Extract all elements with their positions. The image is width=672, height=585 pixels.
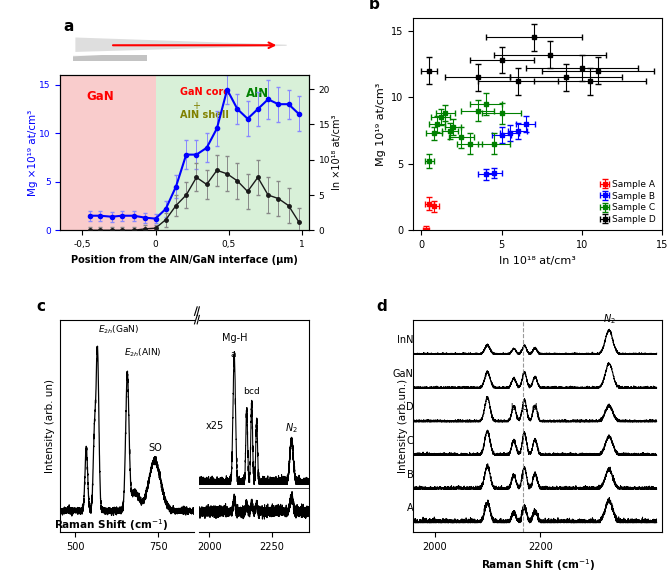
Legend: Sample A, Sample B, Sample C, Sample D: Sample A, Sample B, Sample C, Sample D [599, 178, 657, 226]
Text: d: d [376, 299, 387, 314]
Polygon shape [73, 55, 147, 61]
Text: Mg-H: Mg-H [222, 333, 247, 343]
Text: AlN: AlN [246, 87, 269, 99]
Text: SO: SO [148, 443, 162, 453]
Text: c: c [249, 387, 254, 396]
Text: AlN shell: AlN shell [180, 110, 229, 120]
Text: GaN core: GaN core [180, 87, 230, 97]
Text: b: b [243, 387, 249, 396]
Y-axis label: In ×10¹⁸ at/cm³: In ×10¹⁸ at/cm³ [331, 115, 341, 191]
Text: c: c [521, 403, 526, 412]
Text: b: b [510, 403, 515, 412]
Y-axis label: Mg ×10¹⁹ at/cm³: Mg ×10¹⁹ at/cm³ [28, 109, 38, 196]
Text: C: C [407, 436, 413, 446]
Text: d: d [532, 403, 537, 412]
Text: B: B [407, 470, 413, 480]
Text: A: A [407, 503, 413, 514]
Text: a: a [230, 350, 236, 359]
Text: +: + [192, 101, 200, 111]
Text: a: a [63, 19, 73, 34]
Text: InN: InN [397, 335, 413, 345]
Y-axis label: Mg 10¹⁹ at/cm³: Mg 10¹⁹ at/cm³ [376, 82, 386, 166]
X-axis label: Raman Shift (cm$^{-1}$): Raman Shift (cm$^{-1}$) [480, 558, 595, 573]
Text: c: c [36, 299, 45, 314]
X-axis label: Position from the AlN/GaN interface (μm): Position from the AlN/GaN interface (μm) [71, 254, 298, 264]
Text: x25: x25 [206, 421, 224, 431]
Text: GaN: GaN [86, 90, 114, 102]
Text: d: d [253, 387, 259, 396]
Bar [0, 75, 155, 230]
Polygon shape [73, 33, 289, 56]
Polygon shape [75, 37, 287, 52]
Text: b: b [369, 0, 380, 12]
X-axis label: In 10¹⁸ at/cm³: In 10¹⁸ at/cm³ [499, 256, 576, 266]
Text: D: D [406, 402, 413, 412]
Text: $E_{2h}$(GaN): $E_{2h}$(GaN) [98, 323, 139, 336]
Text: GaN: GaN [392, 369, 413, 379]
Text: Raman Shift (cm$^{-1}$): Raman Shift (cm$^{-1}$) [54, 518, 168, 534]
Y-axis label: Intensity (arb. un): Intensity (arb. un) [45, 379, 55, 473]
Y-axis label: Intensity (arb.un.): Intensity (arb.un.) [398, 379, 408, 473]
Text: $E_{2h}$(AlN): $E_{2h}$(AlN) [124, 346, 162, 359]
Bar [155, 75, 382, 230]
Text: $N_2$: $N_2$ [285, 421, 298, 435]
Text: $N_2$: $N_2$ [603, 312, 616, 326]
